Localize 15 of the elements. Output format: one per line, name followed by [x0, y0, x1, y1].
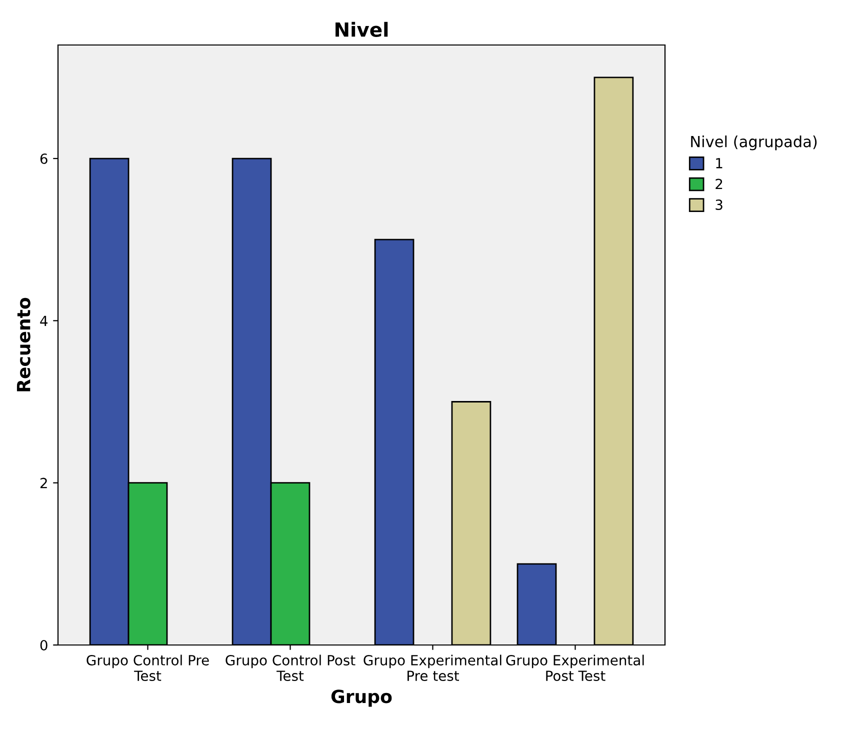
y-tick-label: 2 — [40, 478, 47, 488]
legend-title: Nivel (agrupada) — [691, 136, 817, 150]
legend-label: 3 — [716, 200, 722, 210]
y-tick-label: 0 — [40, 640, 48, 650]
x-tick-label: Grupo Control Pre Test — [86, 654, 209, 682]
y-tick-label: 6 — [40, 153, 48, 164]
chart-title: Nivel — [336, 22, 388, 37]
y-axis-title: Recuento — [16, 298, 30, 392]
y-tick-label: 4 — [40, 316, 48, 326]
x-tick-label: Grupo Experimental Post Test — [506, 654, 644, 682]
x-axis-title: Grupo — [331, 690, 392, 707]
x-tick-label: Grupo Control Post Test — [226, 654, 356, 682]
legend-label: 2 — [716, 178, 722, 190]
legend-label: 1 — [716, 158, 722, 168]
x-tick-label: Grupo Experimental Pre test — [364, 654, 502, 682]
